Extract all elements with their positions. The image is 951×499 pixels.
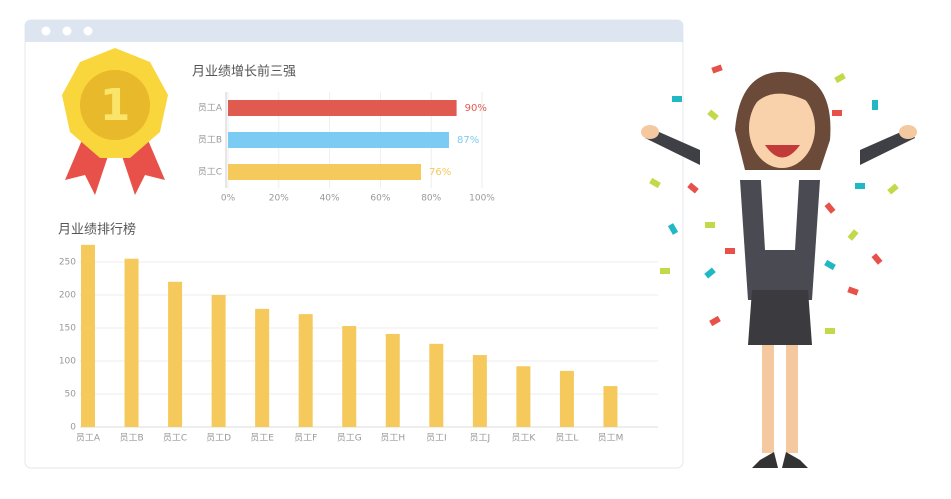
value-label: 90% bbox=[465, 103, 487, 114]
badge-label: 1 bbox=[100, 80, 131, 131]
dot bbox=[83, 26, 93, 36]
x-tick-label: 员工L bbox=[555, 433, 578, 444]
bar bbox=[385, 333, 400, 427]
x-tick-label: 员工G bbox=[337, 433, 362, 444]
x-tick-label: 员工B bbox=[119, 433, 143, 444]
bar bbox=[81, 244, 95, 427]
confetti bbox=[649, 64, 899, 334]
y-tick-label: 250 bbox=[59, 258, 76, 268]
bar bbox=[228, 132, 449, 148]
x-tick-label: 40% bbox=[320, 194, 340, 204]
x-tick-label: 员工F bbox=[294, 433, 317, 444]
dot bbox=[62, 26, 72, 36]
x-tick-label: 员工I bbox=[426, 433, 447, 444]
x-tick-label: 员工H bbox=[380, 433, 405, 444]
x-tick-label: 员工E bbox=[250, 433, 274, 444]
x-tick-label: 员工D bbox=[206, 433, 231, 444]
medal: 1 bbox=[62, 48, 168, 195]
person bbox=[641, 71, 917, 468]
y-tick-label: 员工A bbox=[198, 103, 223, 114]
x-tick-label: 80% bbox=[421, 194, 441, 204]
bar bbox=[342, 326, 357, 427]
x-tick-label: 员工M bbox=[598, 433, 624, 444]
value-label: 87% bbox=[457, 135, 479, 146]
bar bbox=[298, 314, 313, 427]
dot bbox=[41, 26, 51, 36]
bar bbox=[211, 295, 226, 427]
bar bbox=[472, 355, 487, 427]
bar bbox=[429, 343, 444, 427]
x-tick-label: 100% bbox=[469, 194, 495, 204]
y-tick-label: 50 bbox=[65, 390, 77, 400]
y-tick-label: 员工B bbox=[198, 135, 222, 146]
x-tick-label: 员工K bbox=[511, 433, 536, 444]
bar bbox=[516, 366, 531, 427]
bar bbox=[228, 164, 422, 180]
y-tick-label: 0 bbox=[70, 423, 76, 433]
value-label: 76% bbox=[429, 167, 451, 178]
chart-title: 月业绩排行榜 bbox=[58, 222, 136, 238]
bar bbox=[124, 258, 139, 427]
x-tick-label: 员工C bbox=[163, 433, 187, 444]
window-bar bbox=[25, 20, 683, 42]
bar bbox=[603, 386, 618, 427]
y-tick-label: 200 bbox=[59, 291, 76, 301]
bar bbox=[228, 100, 457, 116]
y-tick-label: 150 bbox=[59, 324, 76, 334]
x-tick-label: 20% bbox=[269, 194, 289, 204]
x-tick-label: 60% bbox=[370, 194, 390, 204]
x-tick-label: 员工A bbox=[76, 433, 101, 444]
y-tick-label: 100 bbox=[59, 357, 76, 367]
chart-title: 月业绩增长前三强 bbox=[192, 64, 296, 80]
x-tick-label: 0% bbox=[221, 194, 236, 204]
x-tick-label: 员工J bbox=[470, 433, 491, 444]
bar bbox=[255, 308, 270, 427]
bar bbox=[559, 370, 574, 427]
bar bbox=[168, 281, 183, 427]
y-tick-label: 员工C bbox=[198, 167, 222, 178]
